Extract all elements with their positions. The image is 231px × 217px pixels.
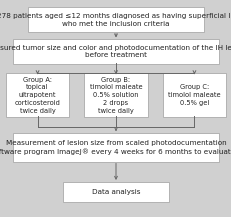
- FancyBboxPatch shape: [162, 73, 225, 117]
- Text: Group C:
timolol maleate
0.5% gel: Group C: timolol maleate 0.5% gel: [167, 84, 220, 106]
- FancyBboxPatch shape: [12, 39, 219, 64]
- Text: 278 patients aged ≤12 months diagnosed as having superficial IH
who met the incl: 278 patients aged ≤12 months diagnosed a…: [0, 13, 231, 27]
- Text: Group A:
topical
ultrapotent
corticosteroid
twice daily: Group A: topical ultrapotent corticoster…: [15, 77, 60, 114]
- FancyBboxPatch shape: [6, 73, 69, 117]
- Text: Group B:
timolol maleate
0.5% solution
2 drops
twice daily: Group B: timolol maleate 0.5% solution 2…: [89, 77, 142, 114]
- FancyBboxPatch shape: [62, 182, 169, 202]
- FancyBboxPatch shape: [28, 8, 203, 32]
- Text: Measured tumor size and color and photodocumentation of the IH lesion
before tre: Measured tumor size and color and photod…: [0, 45, 231, 59]
- FancyBboxPatch shape: [84, 73, 147, 117]
- Text: Measurement of lesion size from scaled photodocumentation
with the software prog: Measurement of lesion size from scaled p…: [0, 140, 231, 155]
- Text: Data analysis: Data analysis: [91, 189, 140, 195]
- FancyBboxPatch shape: [12, 133, 219, 162]
